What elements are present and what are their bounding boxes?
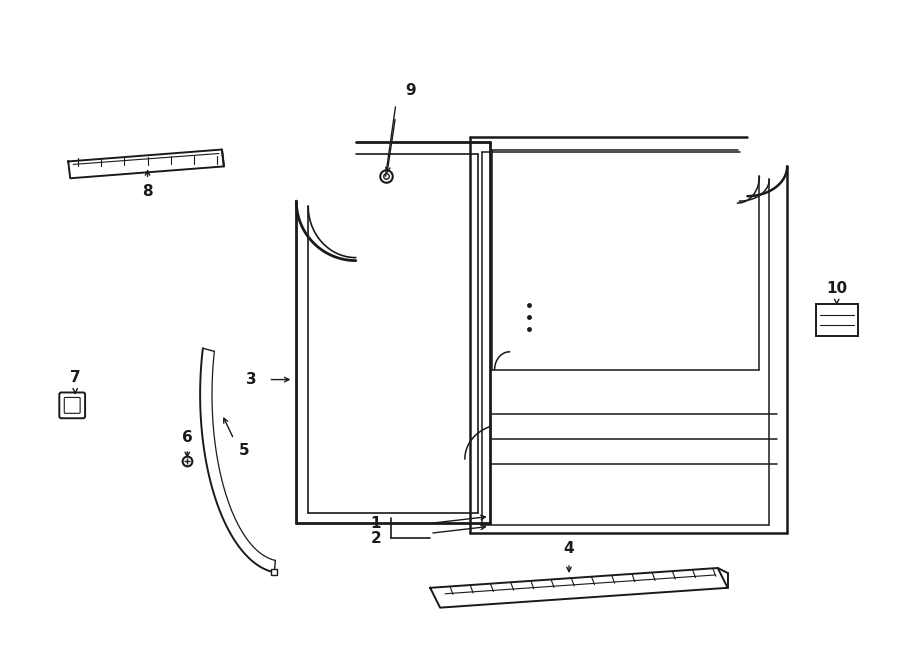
Text: 3: 3 xyxy=(247,372,257,387)
FancyBboxPatch shape xyxy=(64,397,80,413)
Text: 4: 4 xyxy=(563,541,574,556)
Text: 8: 8 xyxy=(142,184,153,199)
Text: 5: 5 xyxy=(238,444,249,459)
Text: 9: 9 xyxy=(405,83,416,98)
Text: 10: 10 xyxy=(826,281,847,296)
FancyBboxPatch shape xyxy=(59,393,86,418)
FancyBboxPatch shape xyxy=(816,304,858,336)
Text: 2: 2 xyxy=(370,531,381,546)
Text: 1: 1 xyxy=(371,516,381,531)
Text: 6: 6 xyxy=(182,430,193,445)
Text: 7: 7 xyxy=(70,370,80,385)
